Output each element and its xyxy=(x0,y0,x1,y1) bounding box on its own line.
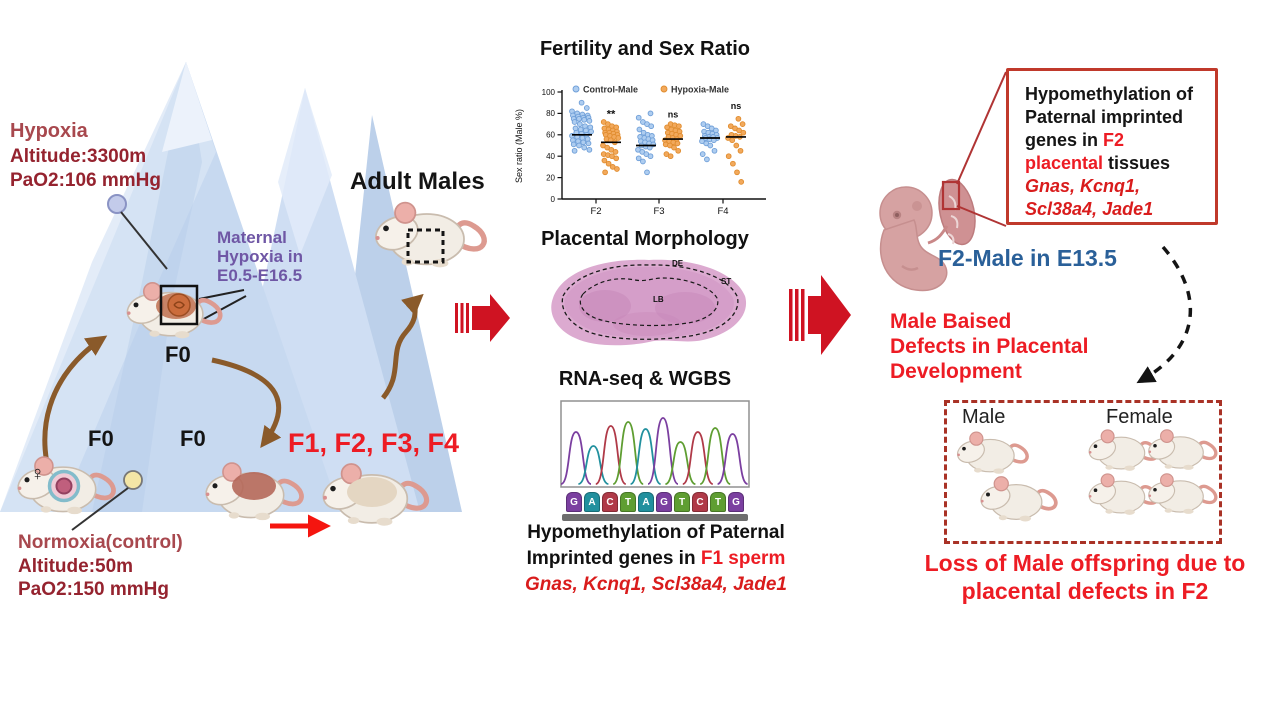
normoxia-label: Normoxia(control) xyxy=(18,532,183,553)
maternal-hypoxia-line3: E0.5-E16.5 xyxy=(217,266,303,285)
base-badge-G: G xyxy=(656,492,672,512)
loss-line1: Loss of Male offspring due to xyxy=(924,550,1246,576)
sequence-baseline-bar xyxy=(562,514,748,521)
base-badge-A: A xyxy=(584,492,600,512)
normoxia-altitude: Altitude:50m xyxy=(18,556,134,577)
arrow-f0-down xyxy=(211,357,282,449)
offspring-dashed-box xyxy=(944,400,1222,544)
svg-text:F2: F2 xyxy=(590,206,601,217)
hypomethylation-f1-line2: Imprinted genes in F1 sperm xyxy=(495,548,817,570)
hypoxia-label: Hypoxia xyxy=(10,120,88,142)
svg-text:F4: F4 xyxy=(717,206,728,217)
f2-fetus-illustration xyxy=(879,71,1007,292)
fertility-title: Fertility and Sex Ratio xyxy=(539,38,751,60)
base-badge-C: C xyxy=(692,492,708,512)
f0-mid-mouse xyxy=(202,463,302,520)
hypomethylation-f1-line2-black: Imprinted genes in xyxy=(526,548,701,569)
box-line3-red: F2 xyxy=(1103,130,1125,150)
loss-line2: placental defects in F2 xyxy=(961,578,1209,604)
f1-generations-mouse xyxy=(319,464,427,526)
f2-placenta-hypomethylation-box: Hypomethylation of Paternal imprinted ge… xyxy=(1006,68,1218,225)
histology-label-lb: LB xyxy=(653,295,664,304)
base-badge-A: A xyxy=(638,492,654,512)
box-genes-line2: Scl38a4, Jade1 xyxy=(1025,199,1154,219)
base-badge-C: C xyxy=(602,492,618,512)
svg-text:40: 40 xyxy=(546,152,555,161)
base-badge-T: T xyxy=(620,492,636,512)
svg-text:Hypoxia-Male: Hypoxia-Male xyxy=(671,85,729,95)
box-line2: Paternal imprinted xyxy=(1025,107,1184,127)
svg-text:Control-Male: Control-Male xyxy=(583,85,638,95)
maternal-hypoxia-line2: Hypoxia in xyxy=(217,247,303,266)
svg-text:0: 0 xyxy=(551,195,556,204)
arrow-to-adult-males xyxy=(381,293,424,400)
hypomethylation-f1-line1: Hypomethylation of Paternal xyxy=(527,522,785,543)
hypoxia-callout-marker xyxy=(107,194,168,270)
box-line4-red: placental xyxy=(1025,153,1104,173)
base-badge-T: T xyxy=(674,492,690,512)
base-badge-G: G xyxy=(728,492,744,512)
box-line3-black: genes in xyxy=(1025,130,1104,150)
histology-label-st: ST xyxy=(721,277,731,286)
svg-text:F3: F3 xyxy=(653,206,664,217)
sequencing-chromatogram xyxy=(560,400,750,488)
rnaseq-title: RNA-seq & WGBS xyxy=(558,368,732,390)
base-badge-T: T xyxy=(710,492,726,512)
histology-label-de: DE xyxy=(672,259,684,268)
placenta-highlight-rect xyxy=(941,180,961,211)
normoxia-pao2: PaO2:150 mmHg xyxy=(18,579,170,600)
hypoxia-altitude: Altitude:3300m xyxy=(10,146,147,167)
adult-males-label: Adult Males xyxy=(350,168,485,195)
arrow-to-offspring-box xyxy=(1136,245,1193,384)
f0-label-left: F0 xyxy=(88,426,114,451)
adult-male-mouse xyxy=(371,203,484,268)
male-biased-line3: Development xyxy=(890,360,1022,383)
box-genes-line1: Gnas, Kcnq1, xyxy=(1025,176,1141,196)
placental-title: Placental Morphology xyxy=(541,228,749,250)
f2-male-label: F2-Male in E13.5 xyxy=(938,245,1117,271)
svg-text:Sex ratio (Male %): Sex ratio (Male %) xyxy=(514,109,524,183)
pregnant-mouse-mountain xyxy=(123,283,220,339)
sperm-sampling-dashed-square xyxy=(406,228,445,264)
svg-text:ns: ns xyxy=(731,101,742,111)
block-arrow-left xyxy=(455,294,510,342)
block-arrow-right xyxy=(789,275,851,355)
f1-imprinted-genes: Gnas, Kcnq1, Scl38a4, Jade1 xyxy=(525,574,787,595)
svg-text:100: 100 xyxy=(542,88,556,97)
male-biased-line2: Defects in Placental xyxy=(890,335,1089,358)
maternal-callout-lines xyxy=(198,289,247,322)
box-line1: Hypomethylation of xyxy=(1025,84,1194,104)
f0-label-mountain: F0 xyxy=(165,342,191,367)
normoxia-callout-marker xyxy=(71,470,143,531)
hypoxia-pao2: PaO2:106 mmHg xyxy=(10,170,162,191)
embryo-highlight-square xyxy=(159,284,199,326)
sex-ratio-scatter-plot: 0 20 40 60 80 100 Sex ratio (Male %) F2 F3 F4 Cont… xyxy=(514,85,766,217)
base-badge-G: G xyxy=(566,492,582,512)
box-line3: genes in F2 xyxy=(1025,129,1207,152)
box-line4-black: tissues xyxy=(1103,153,1171,173)
female-symbol: ♀ xyxy=(30,463,45,485)
placenta-histology-image: DE ST LB xyxy=(551,259,747,346)
offspring-female-label: Female xyxy=(1106,406,1173,428)
offspring-male-label: Male xyxy=(962,406,1006,428)
svg-text:80: 80 xyxy=(546,109,555,118)
svg-text:**: ** xyxy=(607,109,616,121)
svg-text:ns: ns xyxy=(668,110,679,120)
f0-label-mid: F0 xyxy=(180,426,206,451)
female-f0-mouse: ♀ xyxy=(14,457,114,514)
hypomethylation-f1-line2-red: F1 sperm xyxy=(700,548,786,569)
generations-label: F1, F2, F3, F4 xyxy=(288,428,460,458)
male-biased-line1: Male Baised xyxy=(890,310,1012,333)
svg-text:20: 20 xyxy=(546,173,555,182)
svg-text:60: 60 xyxy=(546,131,555,140)
maternal-hypoxia-line1: Maternal xyxy=(217,228,287,247)
box-line4: placental tissues xyxy=(1025,152,1207,175)
